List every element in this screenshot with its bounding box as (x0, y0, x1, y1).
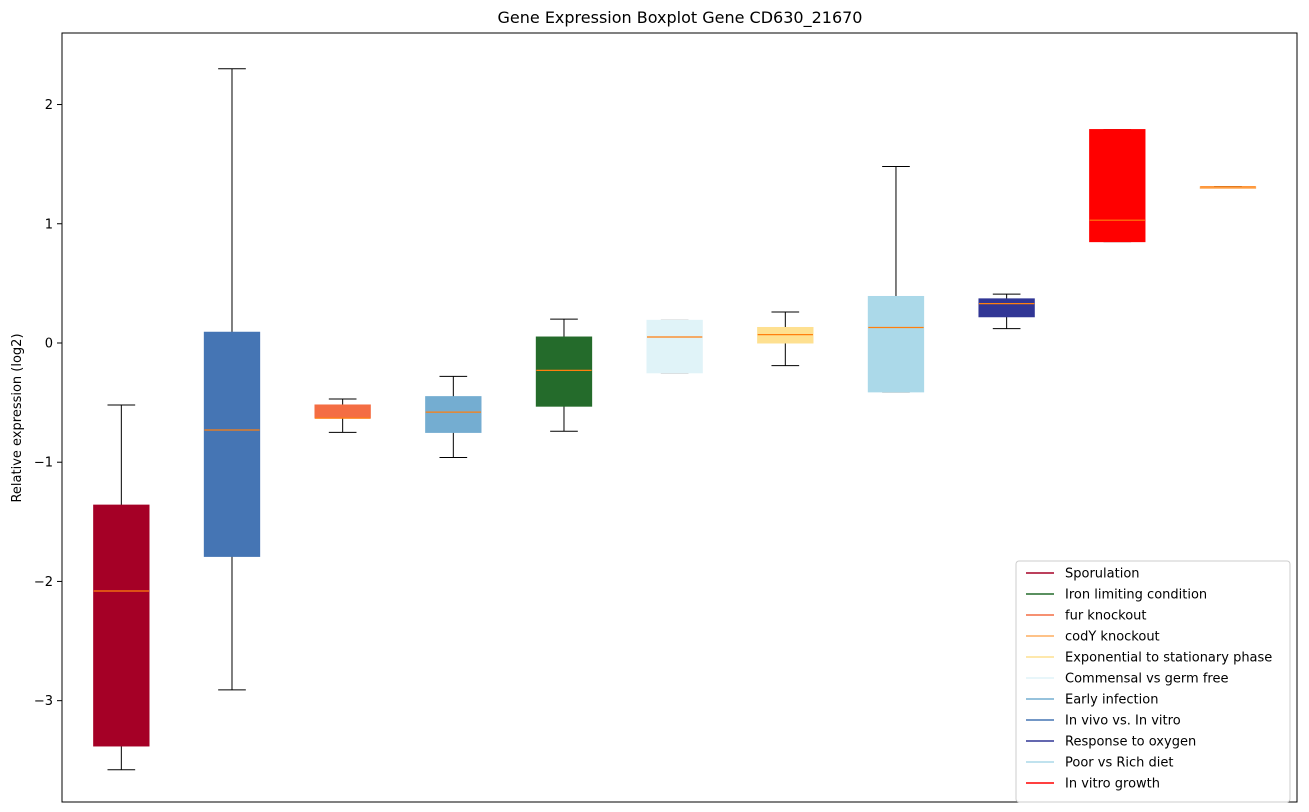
legend-frame (1015, 560, 1291, 803)
legend-entry: Iron limiting condition (1026, 588, 1207, 603)
box-9 (978, 293, 1035, 330)
box-8 (867, 166, 925, 393)
legend-entry: Exponential to stationary phase (1026, 651, 1272, 666)
box-body (535, 336, 593, 407)
box-11 (1199, 186, 1257, 189)
box-body (978, 298, 1035, 318)
box-3 (314, 398, 371, 433)
axes-frame (61, 32, 1298, 803)
y-tick-label: −1 (34, 456, 53, 471)
y-tick-label: 2 (45, 98, 53, 113)
legend-entry: In vivo vs. In vitro (1026, 714, 1181, 729)
legend-entry: Poor vs Rich diet (1026, 756, 1173, 771)
box-1 (93, 404, 150, 771)
y-tick-label: −3 (34, 694, 53, 709)
box-body (646, 319, 703, 374)
legend-entry: Sporulation (1026, 567, 1140, 582)
box-2 (203, 68, 261, 691)
legend-label: Commensal vs germ free (1065, 672, 1228, 687)
legend-label: Exponential to stationary phase (1065, 651, 1272, 666)
y-tick-label: 1 (45, 217, 53, 232)
legend-label: In vitro growth (1065, 777, 1160, 792)
legend-entry: In vitro growth (1026, 777, 1160, 792)
legend-label: Sporulation (1065, 567, 1140, 582)
legend-entry: Response to oxygen (1026, 735, 1196, 750)
box-body (93, 504, 150, 747)
box-body (203, 331, 261, 557)
plot-area: −3 −2 −1 0 1 2 (34, 32, 1298, 803)
box-body (425, 396, 482, 433)
box-body (314, 404, 371, 419)
y-axis-label: Relative expression (log2) (10, 333, 25, 502)
legend-entry: Commensal vs germ free (1026, 672, 1228, 687)
y-tick-label: −2 (34, 575, 53, 590)
box-7 (757, 311, 814, 367)
box-body (1089, 129, 1146, 243)
box-6 (646, 319, 703, 374)
legend-entry: fur knockout (1026, 609, 1147, 624)
legend-label: fur knockout (1065, 609, 1147, 624)
legend: Sporulation Iron limiting condition fur kn… (1015, 560, 1291, 803)
box-body (867, 295, 925, 393)
box-4 (425, 375, 482, 458)
legend-label: Poor vs Rich diet (1065, 756, 1173, 771)
legend-entry: Early infection (1026, 693, 1158, 708)
legend-label: codY knockout (1065, 630, 1160, 645)
legend-label: Response to oxygen (1065, 735, 1196, 750)
box-10 (1089, 129, 1146, 243)
legend-label: Iron limiting condition (1065, 588, 1207, 603)
legend-label: Early infection (1065, 693, 1158, 708)
legend-entry: codY knockout (1026, 630, 1160, 645)
chart-title: Gene Expression Boxplot Gene CD630_21670 (498, 8, 863, 28)
box-5 (535, 318, 593, 432)
legend-label: In vivo vs. In vitro (1065, 714, 1181, 729)
y-tick-label: 0 (45, 336, 53, 351)
